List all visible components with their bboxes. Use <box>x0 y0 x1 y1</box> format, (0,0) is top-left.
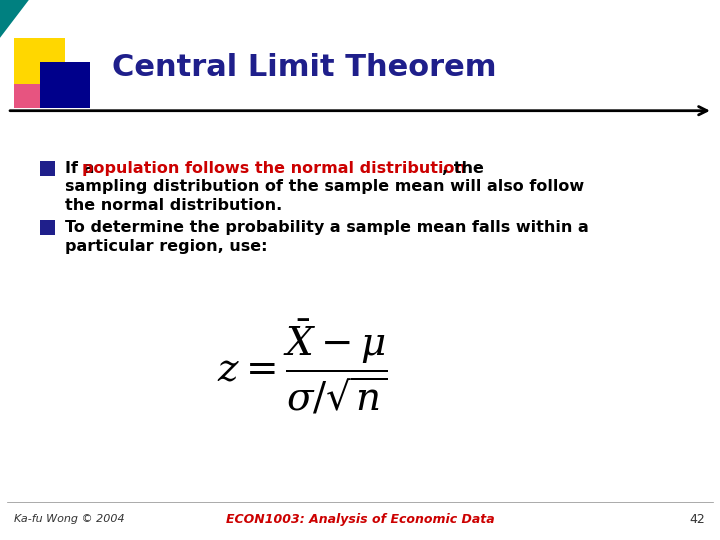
Text: To determine the probability a sample mean falls within a: To determine the probability a sample me… <box>65 220 588 235</box>
Text: the normal distribution.: the normal distribution. <box>65 198 282 213</box>
Text: Ka-fu Wong © 2004: Ka-fu Wong © 2004 <box>14 515 125 524</box>
Bar <box>40 161 55 176</box>
Text: population follows the normal distribution: population follows the normal distributi… <box>82 161 466 176</box>
Text: , the: , the <box>442 161 484 176</box>
Text: $z = \dfrac{\bar{X} - \mu}{\sigma / \sqrt{n}}$: $z = \dfrac{\bar{X} - \mu}{\sigma / \sqr… <box>217 318 387 416</box>
Text: ECON1003: Analysis of Economic Data: ECON1003: Analysis of Economic Data <box>225 513 495 526</box>
Text: If a: If a <box>65 161 100 176</box>
Bar <box>14 84 47 108</box>
Text: sampling distribution of the sample mean will also follow: sampling distribution of the sample mean… <box>65 179 584 194</box>
Text: Central Limit Theorem: Central Limit Theorem <box>112 53 496 82</box>
Bar <box>14 38 65 84</box>
Text: particular region, use:: particular region, use: <box>65 239 267 254</box>
Polygon shape <box>0 0 29 38</box>
Bar <box>40 62 90 108</box>
Bar <box>40 220 55 235</box>
Text: 42: 42 <box>690 513 706 526</box>
